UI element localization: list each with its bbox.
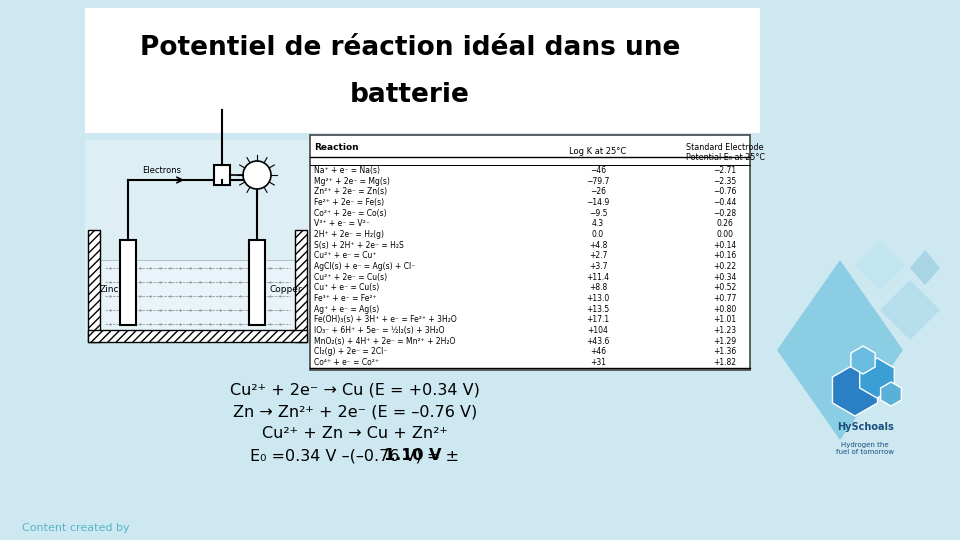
Text: +0.77: +0.77 <box>713 294 736 303</box>
Text: Fe(OH)₃(s) + 3H⁺ + e⁻ = Fe²⁺ + 3H₂O: Fe(OH)₃(s) + 3H⁺ + e⁻ = Fe²⁺ + 3H₂O <box>314 315 457 325</box>
Text: +2.7: +2.7 <box>588 251 607 260</box>
Text: +11.4: +11.4 <box>587 273 610 282</box>
Text: 4.3: 4.3 <box>592 219 604 228</box>
Polygon shape <box>859 358 895 398</box>
Text: Cl₂(g) + 2e⁻ = 2Cl⁻: Cl₂(g) + 2e⁻ = 2Cl⁻ <box>314 347 388 356</box>
Text: +0.22: +0.22 <box>713 262 736 271</box>
FancyBboxPatch shape <box>249 240 265 325</box>
Text: Cu⁺ + e⁻ = Cu(s): Cu⁺ + e⁻ = Cu(s) <box>314 284 379 292</box>
Text: +0.80: +0.80 <box>713 305 736 314</box>
Text: Cu²⁺ + 2e⁻ = Cu(s): Cu²⁺ + 2e⁻ = Cu(s) <box>314 273 387 282</box>
Text: −9.5: −9.5 <box>588 208 608 218</box>
FancyBboxPatch shape <box>295 230 307 342</box>
Text: Zn → Zn²⁺ + 2e⁻ (E = –0.76 V): Zn → Zn²⁺ + 2e⁻ (E = –0.76 V) <box>233 404 477 420</box>
FancyBboxPatch shape <box>214 165 230 185</box>
Text: +43.6: +43.6 <box>587 337 610 346</box>
FancyBboxPatch shape <box>100 260 295 330</box>
FancyBboxPatch shape <box>88 330 307 342</box>
Text: Ag⁺ + e⁻ = Ag(s): Ag⁺ + e⁻ = Ag(s) <box>314 305 379 314</box>
FancyBboxPatch shape <box>88 230 100 342</box>
Text: Electrons: Electrons <box>142 166 181 175</box>
Text: +31: +31 <box>590 358 606 367</box>
Text: Fe²⁺ + 2e⁻ = Fe(s): Fe²⁺ + 2e⁻ = Fe(s) <box>314 198 384 207</box>
Text: Mg²⁺ + 2e⁻ = Mg(s): Mg²⁺ + 2e⁻ = Mg(s) <box>314 177 390 186</box>
Polygon shape <box>910 250 940 285</box>
Text: S(s) + 2H⁺ + 2e⁻ = H₂S: S(s) + 2H⁺ + 2e⁻ = H₂S <box>314 241 404 249</box>
Text: Log K at 25°C: Log K at 25°C <box>569 147 627 156</box>
Polygon shape <box>880 280 940 340</box>
Polygon shape <box>855 240 905 290</box>
Text: +3.7: +3.7 <box>588 262 608 271</box>
Text: +0.16: +0.16 <box>713 251 736 260</box>
Text: +13.0: +13.0 <box>587 294 610 303</box>
Text: Hydrogen the
fuel of tomorrow: Hydrogen the fuel of tomorrow <box>836 442 894 455</box>
Text: +1.82: +1.82 <box>713 358 736 367</box>
Text: −0.76: −0.76 <box>713 187 736 196</box>
Text: −2.71: −2.71 <box>713 166 736 175</box>
Text: AgCl(s) + e⁻ = Ag(s) + Cl⁻: AgCl(s) + e⁻ = Ag(s) + Cl⁻ <box>314 262 416 271</box>
Text: E₀ =0.34 V –(–0.76 V) = ±: E₀ =0.34 V –(–0.76 V) = ± <box>251 449 460 463</box>
FancyBboxPatch shape <box>310 135 750 370</box>
Text: +17.1: +17.1 <box>587 315 610 325</box>
Text: +0.34: +0.34 <box>713 273 736 282</box>
Text: 2H⁺ + 2e⁻ = H₂(g): 2H⁺ + 2e⁻ = H₂(g) <box>314 230 384 239</box>
Text: Zn²⁺ + 2e⁻ = Zn(s): Zn²⁺ + 2e⁻ = Zn(s) <box>314 187 387 196</box>
Text: +8.8: +8.8 <box>588 284 607 292</box>
Text: −14.9: −14.9 <box>587 198 610 207</box>
FancyBboxPatch shape <box>85 140 325 340</box>
Text: Zinc: Zinc <box>100 286 119 294</box>
Text: V³⁺ + e⁻ = V²⁻: V³⁺ + e⁻ = V²⁻ <box>314 219 370 228</box>
Text: batterie: batterie <box>350 82 470 108</box>
Text: HySchoals: HySchoals <box>836 422 894 432</box>
Text: Reaction: Reaction <box>314 143 359 152</box>
Text: 0.0: 0.0 <box>592 230 604 239</box>
FancyBboxPatch shape <box>85 8 760 133</box>
Text: −0.44: −0.44 <box>713 198 736 207</box>
Text: Cu²⁺ + Zn → Cu + Zn²⁺: Cu²⁺ + Zn → Cu + Zn²⁺ <box>262 427 448 442</box>
Text: +0.14: +0.14 <box>713 241 736 249</box>
Text: 1.10 V: 1.10 V <box>384 449 442 463</box>
Circle shape <box>243 161 271 189</box>
Text: MnO₂(s) + 4H⁺ + 2e⁻ = Mn²⁺ + 2H₂O: MnO₂(s) + 4H⁺ + 2e⁻ = Mn²⁺ + 2H₂O <box>314 337 455 346</box>
Text: +1.36: +1.36 <box>713 347 736 356</box>
Text: +4.8: +4.8 <box>588 241 607 249</box>
Text: +13.5: +13.5 <box>587 305 610 314</box>
Text: Cu²⁺ + e⁻ = Cu⁺: Cu²⁺ + e⁻ = Cu⁺ <box>314 251 376 260</box>
Text: Content created by: Content created by <box>22 523 130 533</box>
Text: Co²⁺ + 2e⁻ = Co(s): Co²⁺ + 2e⁻ = Co(s) <box>314 208 387 218</box>
Text: 0.26: 0.26 <box>716 219 733 228</box>
Text: Co⁴⁺ + e⁻ = Co²⁺: Co⁴⁺ + e⁻ = Co²⁺ <box>314 358 379 367</box>
Text: +46: +46 <box>590 347 606 356</box>
Text: Copper: Copper <box>269 286 301 294</box>
Text: Potentiel de réaction idéal dans une: Potentiel de réaction idéal dans une <box>140 35 681 61</box>
Text: 0.00: 0.00 <box>716 230 733 239</box>
Polygon shape <box>832 364 877 416</box>
Text: −2.35: −2.35 <box>713 177 736 186</box>
Polygon shape <box>880 382 901 406</box>
Text: +1.01: +1.01 <box>713 315 736 325</box>
Text: +0.52: +0.52 <box>713 284 736 292</box>
Text: Standard Electrode
Potential E₀ at 25°C: Standard Electrode Potential E₀ at 25°C <box>685 143 764 163</box>
Text: Na⁺ + e⁻ = Na(s): Na⁺ + e⁻ = Na(s) <box>314 166 380 175</box>
Text: IO₃⁻ + 6H⁺ + 5e⁻ = ½I₂(s) + 3H₂O: IO₃⁻ + 6H⁺ + 5e⁻ = ½I₂(s) + 3H₂O <box>314 326 444 335</box>
Polygon shape <box>777 260 903 440</box>
Text: −46: −46 <box>590 166 606 175</box>
Text: −26: −26 <box>590 187 606 196</box>
Text: −79.7: −79.7 <box>587 177 610 186</box>
Text: +1.29: +1.29 <box>713 337 736 346</box>
Polygon shape <box>851 346 876 374</box>
FancyBboxPatch shape <box>120 240 136 325</box>
Text: Fe³⁺ + e⁻ = Fe²⁺: Fe³⁺ + e⁻ = Fe²⁺ <box>314 294 376 303</box>
Text: Cu²⁺ + 2e⁻ → Cu (E = +0.34 V): Cu²⁺ + 2e⁻ → Cu (E = +0.34 V) <box>230 382 480 397</box>
Text: +1.23: +1.23 <box>713 326 736 335</box>
Text: +104: +104 <box>588 326 609 335</box>
Text: −0.28: −0.28 <box>713 208 736 218</box>
